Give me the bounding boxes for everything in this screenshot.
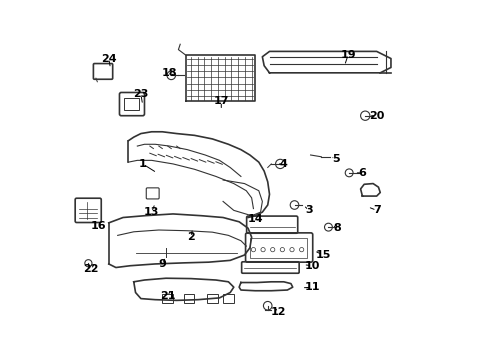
Text: 19: 19: [340, 50, 355, 60]
Text: 7: 7: [372, 205, 380, 215]
Text: 14: 14: [247, 214, 263, 224]
Text: 4: 4: [279, 159, 287, 169]
Text: 11: 11: [304, 282, 320, 292]
Text: 21: 21: [160, 291, 175, 301]
Text: 10: 10: [304, 261, 320, 271]
Text: 17: 17: [213, 96, 228, 107]
Text: 1: 1: [139, 159, 146, 169]
Text: 5: 5: [331, 154, 339, 163]
Text: 18: 18: [162, 68, 177, 78]
Bar: [162, 294, 173, 303]
Text: 23: 23: [133, 89, 148, 99]
Bar: [183, 294, 194, 303]
Text: 20: 20: [368, 111, 384, 121]
Bar: [223, 294, 233, 303]
Text: 3: 3: [305, 205, 312, 215]
Text: 22: 22: [83, 264, 99, 274]
Bar: [206, 294, 217, 303]
Text: 2: 2: [186, 232, 194, 242]
Text: 13: 13: [143, 207, 159, 217]
Bar: [123, 98, 139, 111]
Text: 24: 24: [101, 54, 116, 64]
Text: 15: 15: [315, 250, 330, 260]
Bar: [249, 238, 306, 257]
Text: 8: 8: [333, 223, 341, 233]
Text: 6: 6: [358, 168, 366, 178]
Text: 9: 9: [158, 259, 166, 269]
Text: 12: 12: [270, 307, 285, 317]
Text: 16: 16: [90, 221, 105, 231]
